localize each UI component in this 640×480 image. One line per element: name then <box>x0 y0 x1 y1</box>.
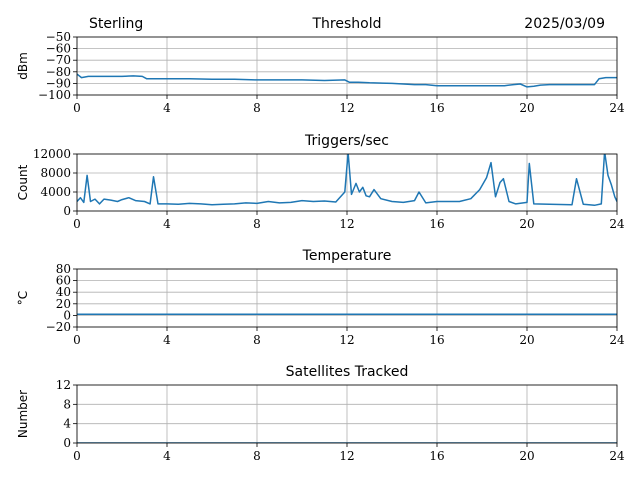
x-tick-label: 24 <box>609 101 625 115</box>
y-axis-label: dBm <box>16 52 30 80</box>
y-axis-label: Count <box>16 164 30 200</box>
x-tick-label: 24 <box>609 333 625 347</box>
chart-panel-2: 0 4 8 12 16 20 24 0 4000 8000 12000 Triggers/sec Cou… <box>16 133 625 231</box>
chart-title: Threshold <box>312 16 382 32</box>
x-tick-label: 8 <box>253 101 261 115</box>
y-tick-label: 0 <box>63 308 71 322</box>
x-tick-label: 4 <box>163 101 171 115</box>
x-tick-label: 12 <box>339 101 354 115</box>
y-tick-label: −60 <box>46 42 71 56</box>
series-line <box>77 154 617 207</box>
chart-title: Temperature <box>302 248 392 264</box>
x-tick-label: 8 <box>253 449 261 463</box>
x-tick-label: 16 <box>429 101 444 115</box>
x-tick-label: 4 <box>163 217 171 231</box>
x-tick-label: 0 <box>73 217 81 231</box>
x-tick-label: 16 <box>429 333 444 347</box>
y-tick-label: −80 <box>46 65 71 79</box>
x-tick-label: 8 <box>253 333 261 347</box>
x-tick-label: 4 <box>163 333 171 347</box>
chart-panel-4: 0 4 8 12 16 20 24 0 4 8 12 Satellites Tracked Number <box>16 364 625 463</box>
series-line <box>77 73 617 88</box>
y-tick-label: 40 <box>56 285 71 299</box>
y-tick-label: 20 <box>56 297 71 311</box>
x-tick-label: 16 <box>429 449 444 463</box>
station-name: Sterling <box>89 16 143 32</box>
y-tick-label: 12000 <box>33 147 71 161</box>
x-tick-label: 12 <box>339 449 354 463</box>
x-tick-label: 24 <box>609 449 625 463</box>
y-tick-label: −90 <box>46 76 71 90</box>
y-tick-label: −50 <box>46 30 71 44</box>
y-tick-label: 60 <box>56 274 71 288</box>
y-tick-label: 4 <box>63 417 71 431</box>
y-tick-label: 8000 <box>40 166 71 180</box>
x-tick-label: 0 <box>73 449 81 463</box>
x-tick-label: 20 <box>519 449 534 463</box>
chart-title: Triggers/sec <box>304 133 389 149</box>
x-tick-label: 4 <box>163 449 171 463</box>
x-tick-label: 0 <box>73 101 81 115</box>
y-tick-label: 0 <box>63 436 71 450</box>
x-tick-label: 24 <box>609 217 625 231</box>
y-tick-label: 0 <box>63 204 71 218</box>
y-axis-label: Number <box>16 390 30 438</box>
y-tick-label: 8 <box>63 397 71 411</box>
y-tick-label: −70 <box>46 53 71 67</box>
y-tick-label: 12 <box>56 378 71 392</box>
report-date: 2025/03/09 <box>524 16 605 32</box>
y-axis-label: °C <box>16 291 30 305</box>
x-tick-label: 12 <box>339 217 354 231</box>
y-tick-label: 4000 <box>40 185 71 199</box>
x-tick-label: 20 <box>519 217 534 231</box>
x-tick-label: 20 <box>519 101 534 115</box>
x-tick-label: 8 <box>253 217 261 231</box>
x-tick-label: 16 <box>429 217 444 231</box>
y-tick-label: 80 <box>56 262 71 276</box>
x-tick-label: 20 <box>519 333 534 347</box>
chart-panel-1: 0 4 8 12 16 20 24 −100−90−80−70−60−50 Threshold d… <box>16 16 625 115</box>
x-tick-label: 12 <box>339 333 354 347</box>
y-tick-label: −100 <box>38 88 71 102</box>
y-tick-label: −20 <box>46 320 71 334</box>
chart-title: Satellites Tracked <box>286 364 409 380</box>
x-tick-label: 0 <box>73 333 81 347</box>
